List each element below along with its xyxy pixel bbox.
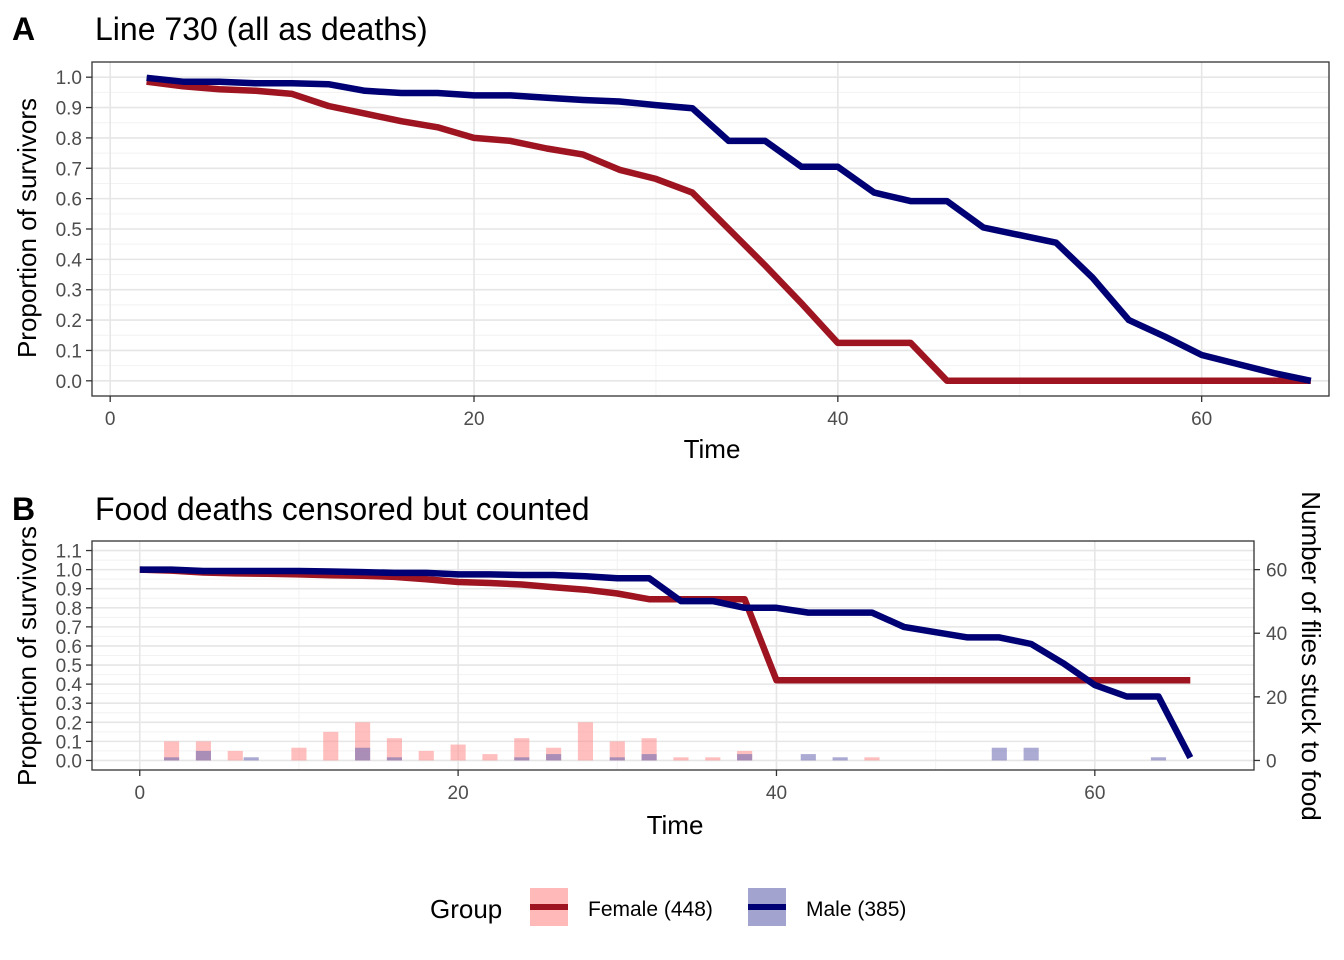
panel-b-y2-tick-label: 0: [1266, 751, 1277, 772]
legend-label-male: Male (385): [806, 898, 906, 921]
panel-b-bar-female: [482, 754, 498, 761]
panel-a-series-line-female: [146, 78, 1311, 385]
panel-b-bar-male: [514, 757, 530, 761]
panel-a-x-tick-label: 0: [105, 409, 116, 430]
panel-b-series-line-female: [139, 566, 1191, 684]
panel-b-bar-female: [864, 757, 880, 761]
panel-a-y-tick-label: 1.0: [56, 68, 82, 89]
panel-b-y-tick-label: 0.9: [56, 580, 82, 601]
panel-b-y-tick-label: 1.1: [56, 542, 82, 563]
panel-b-bar-female: [291, 747, 307, 761]
legend: Group Female (448) Male (385): [430, 888, 906, 926]
panel-a-ylabel: Proportion of survivors: [12, 98, 42, 358]
panel-b-x-tick-label: 20: [448, 783, 469, 804]
panel-b-series-line-male: [139, 566, 1194, 760]
panel-b-bar-male: [243, 757, 259, 761]
panel-b-ylabel: Proportion of survivors: [12, 526, 42, 786]
panel-b-bar-male: [609, 757, 625, 761]
panel-b-y-tick-label: 0.8: [56, 599, 82, 620]
panel-b-bar-female: [323, 731, 339, 761]
panel-b-bar-female: [450, 744, 466, 761]
panel-b-x-tick-label: 40: [766, 783, 787, 804]
panel-b-y-tick-label: 0.0: [56, 751, 82, 772]
panel-b-y2-tick-label: 40: [1266, 624, 1287, 645]
panel-b-x-tick-label: 60: [1084, 783, 1105, 804]
panel-b-y2-tick-label: 60: [1266, 561, 1287, 582]
panel-b-bar-male: [800, 754, 816, 761]
panel-b-bar-female: [227, 750, 243, 761]
panel-b-y-tick-label: 1.0: [56, 561, 82, 582]
panel-a-x-tick-label: 20: [463, 409, 484, 430]
panel-b-y-tick-label: 0.3: [56, 694, 82, 715]
panel-b-y-tick-label: 0.6: [56, 637, 82, 658]
panel-b-bar-male: [355, 747, 371, 761]
panel-b-tag: B: [12, 491, 35, 527]
panel-a-y-tick-label: 0.1: [56, 341, 82, 362]
panel-b-y-tick-label: 0.2: [56, 713, 82, 734]
panel-a-x-tick-label: 60: [1191, 409, 1212, 430]
panel-b-bar-female: [705, 757, 721, 761]
panel-b-bar-female: [673, 757, 689, 761]
panel-b-bar-male: [546, 754, 562, 761]
panel-b-bar-female: [164, 741, 180, 761]
panel-b-bar-male: [1023, 747, 1039, 761]
panel-b-bar-female: [577, 722, 594, 761]
legend-title: Group: [430, 894, 502, 924]
panel-b-bar-male: [1150, 757, 1167, 761]
panel-a-y-tick-label: 0.6: [56, 190, 82, 211]
panel-a-y-tick-label: 0.8: [56, 129, 82, 150]
panel-b-bar-male: [195, 750, 211, 761]
panel-b-bar-female: [418, 750, 434, 761]
panel-a-x-tick-label: 40: [827, 409, 848, 430]
panel-b-x-tick-label: 0: [134, 783, 145, 804]
panel-a-y-tick-label: 0.4: [56, 250, 83, 271]
panel-b-bar-male: [386, 757, 402, 761]
panel-b-y-tick-label: 0.5: [56, 656, 82, 677]
panel-b-bar-male: [991, 747, 1007, 761]
panel-b-y-tick-label: 0.4: [56, 675, 83, 696]
panel-a-y-tick-label: 0.3: [56, 281, 82, 302]
panel-b-ylabel-right: Number of flies stuck to food: [1296, 491, 1326, 820]
panel-a-y-tick-label: 0.0: [56, 372, 82, 393]
panel-b-bar-male: [832, 757, 848, 761]
panel-a-y-tick-label: 0.5: [56, 220, 82, 241]
panel-a-plot: 0 20 40 60 0.0 0.1 0.2 0.3 0.4 0.5 0.6 0.7 0.8 0.9 1.0: [56, 61, 1330, 430]
panel-b-bar-female: [609, 741, 625, 761]
panel-a-y-tick-label: 0.9: [56, 99, 82, 120]
legend-label-female: Female (448): [588, 898, 713, 921]
panel-b-bar-female: [514, 738, 530, 761]
panel-b-border: [91, 540, 1255, 771]
panel-b-y-tick-label: 0.7: [56, 618, 82, 639]
panel-a-y-tick-label: 0.7: [56, 159, 82, 180]
panel-b-title: Food deaths censored but counted: [95, 491, 590, 527]
panel-b-xlabel: Time: [647, 810, 704, 840]
panel-a-tag: A: [12, 11, 35, 47]
panel-b-bar-male: [737, 754, 753, 761]
panel-b-bar-female: [386, 738, 402, 761]
panel-a-title: Line 730 (all as deaths): [95, 11, 428, 47]
panel-a-xlabel: Time: [684, 434, 741, 464]
panel-b-bar-male: [641, 754, 657, 761]
panel-a-y-tick-label: 0.2: [56, 311, 82, 332]
panel-b-bar-male: [164, 757, 180, 761]
panel-b-y-tick-label: 0.1: [56, 732, 82, 753]
panel-b-plot: 0 20 40 60 0.00.10.20.30.40.50.60.70.80.91.0…: [56, 540, 1287, 804]
panel-b-y2-tick-label: 20: [1266, 688, 1287, 709]
panel-a-series-line-male: [146, 74, 1312, 384]
